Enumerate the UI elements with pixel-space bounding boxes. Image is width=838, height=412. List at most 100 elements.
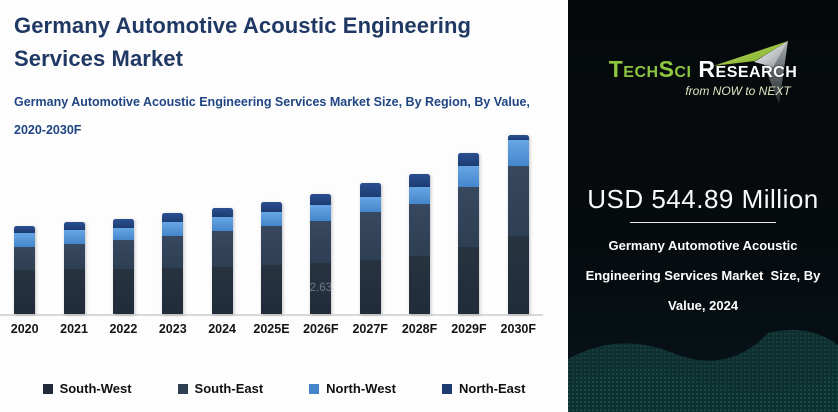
segment-north-west <box>14 233 36 247</box>
segment-south-east <box>162 236 184 269</box>
segment-south-west <box>162 268 184 314</box>
segment-south-west <box>310 262 332 314</box>
segment-south-east <box>359 211 381 261</box>
stacked-bar-2028f <box>409 173 431 314</box>
segment-north-east <box>310 193 332 206</box>
x-tick-2022: 2022 <box>109 322 138 336</box>
stacked-bar-2027f <box>359 183 381 314</box>
segment-north-east <box>409 173 431 188</box>
chart-subtitle: Germany Automotive Acoustic Engineering … <box>14 95 530 137</box>
bar-column-2021 <box>49 126 98 314</box>
bar-column-2024 <box>197 126 246 314</box>
caption-line-3: Value, 2024 <box>667 298 739 313</box>
legend-item-south-west: South-West <box>42 381 132 396</box>
stacked-bar-2026f <box>310 193 332 314</box>
partial-data-label: 2.63 <box>309 282 333 294</box>
stacked-bar-2023 <box>162 212 184 314</box>
bar-column-2030f <box>494 126 543 314</box>
x-tick-2029f: 2029F <box>451 322 487 336</box>
segment-north-east <box>458 153 480 166</box>
segment-south-east <box>458 187 480 247</box>
segment-north-east <box>507 134 529 141</box>
x-tick-2025e: 2025E <box>253 322 290 336</box>
segment-south-west <box>359 260 381 314</box>
bar-column-2028f <box>395 126 444 314</box>
bar-column-2020 <box>0 126 49 314</box>
x-tick-2026f: 2026F <box>303 322 339 336</box>
brand-wordmark: TechSci Research <box>568 56 838 83</box>
bar-column-2025e <box>247 126 296 314</box>
x-tick-2027f: 2027F <box>352 322 388 336</box>
bar-column-2023 <box>148 126 197 314</box>
segment-north-east <box>14 226 36 234</box>
segment-south-east <box>507 165 529 236</box>
segment-south-east <box>260 226 282 266</box>
bar-column-2029f <box>444 126 493 314</box>
x-tick-2024: 2024 <box>208 322 237 336</box>
segment-south-west <box>507 236 529 314</box>
segment-south-west <box>458 246 480 314</box>
x-axis-labels: 2020 2021 2022 2023 2024 2025E 2026F 2027F 2028F… <box>0 322 543 336</box>
segment-north-west <box>458 165 480 188</box>
stacked-bar-chart: 2.63 2020 2021 2022 2023 2024 2025E 2026F 2027F… <box>0 126 543 336</box>
stacked-bar-2021 <box>63 222 85 314</box>
chart-header: Germany Automotive Acoustic Engineering … <box>0 0 568 144</box>
segment-north-west <box>409 187 431 204</box>
bar-column-2027f <box>346 126 395 314</box>
bar-column-2022 <box>99 126 148 314</box>
segment-south-east <box>63 243 85 270</box>
legend-label-south-west: South-West <box>59 381 132 396</box>
wave-mesh-decoration <box>568 329 838 412</box>
caption-line-1: Germany Automotive Acoustic <box>608 238 798 253</box>
divider-line <box>630 222 776 223</box>
segment-south-west <box>260 265 282 314</box>
segment-north-west <box>507 140 529 166</box>
segment-south-east <box>310 220 332 263</box>
legend-swatch-south-west <box>42 383 53 394</box>
legend-swatch-north-west <box>309 383 320 394</box>
segment-south-west <box>63 269 85 314</box>
segment-south-west <box>211 267 233 314</box>
segment-north-west <box>63 230 85 244</box>
segment-south-east <box>409 203 431 256</box>
brand-panel: TechSci Research from NOW to NEXT USD 544… <box>568 0 838 412</box>
x-tick-2020: 2020 <box>10 322 39 336</box>
segment-south-east <box>14 246 36 271</box>
brand-tagline: from NOW to NEXT <box>685 84 791 98</box>
segment-south-west <box>409 255 431 314</box>
paper-plane-arrow-icon <box>713 41 788 104</box>
segment-north-west <box>359 197 381 212</box>
segment-north-west <box>211 217 233 232</box>
chart-legend: South-West South-East North-West North-East <box>0 381 568 396</box>
brand-techsci: TechSci <box>608 56 692 82</box>
highlight-value: USD 544.89 Million <box>587 184 819 214</box>
x-tick-2028f: 2028F <box>401 322 438 336</box>
segment-north-east <box>260 201 282 212</box>
brand-research: Research <box>698 56 798 82</box>
stacked-bar-2022 <box>112 219 134 314</box>
stacked-bar-2024 <box>211 207 233 314</box>
segment-north-east <box>112 219 134 229</box>
techsci-logo: TechSci Research from NOW to NEXT <box>568 0 838 120</box>
bar-column-2026f: 2.63 <box>296 126 345 314</box>
segment-south-east <box>112 240 134 270</box>
legend-item-north-west: North-West <box>309 381 396 396</box>
segment-south-east <box>211 231 233 268</box>
segment-north-east <box>359 183 381 198</box>
x-tick-2021: 2021 <box>60 322 88 336</box>
legend-label-north-west: North-West <box>326 381 396 396</box>
segment-north-west <box>112 228 134 241</box>
stacked-bar-2020 <box>14 226 36 314</box>
legend-label-south-east: South-East <box>194 381 264 396</box>
stacked-bar-2030f <box>507 134 529 314</box>
segment-north-west <box>310 205 332 221</box>
segment-south-west <box>14 270 36 314</box>
segment-north-west <box>162 222 184 237</box>
segment-north-east <box>211 207 233 218</box>
x-tick-2023: 2023 <box>158 322 187 336</box>
legend-swatch-north-east <box>441 383 452 394</box>
highlight-caption: Germany Automotive Acoustic Engineering … <box>568 231 838 321</box>
legend-item-north-east: North-East <box>441 381 525 396</box>
chart-section: Germany Automotive Acoustic Engineering … <box>0 0 568 396</box>
